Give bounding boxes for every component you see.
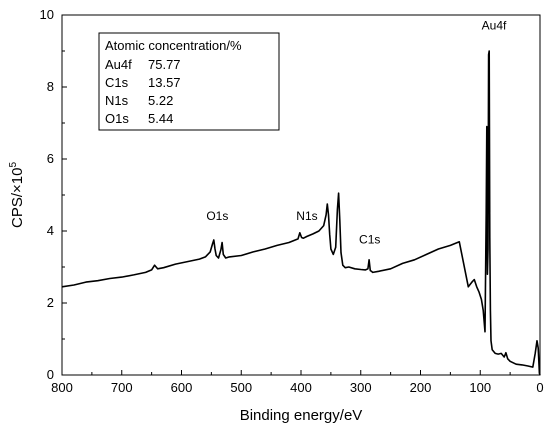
legend-row-value: 75.77 <box>148 57 181 72</box>
y-tick-label: 0 <box>47 367 54 382</box>
y-tick-label: 6 <box>47 151 54 166</box>
x-axis: 800 700 600 500 400 300 200 100 0 <box>51 370 544 395</box>
y-tick-label: 10 <box>40 7 54 22</box>
legend-row-label: N1s <box>105 93 129 108</box>
legend-row-value: 5.44 <box>148 111 173 126</box>
peak-label: N1s <box>296 209 317 223</box>
x-tick-label: 200 <box>410 380 432 395</box>
peak-label: Au4f <box>482 18 507 32</box>
y-tick-label: 8 <box>47 79 54 94</box>
spectrum-series <box>61 50 541 376</box>
legend-frame <box>98 32 280 131</box>
legend-row-label: Au4f <box>105 57 132 72</box>
x-tick-label: 500 <box>230 380 252 395</box>
peak-label: C1s <box>359 233 380 247</box>
svg-text:CPS/×105: CPS/×105 <box>8 162 26 228</box>
legend-row-value: 13.57 <box>148 75 181 90</box>
x-axis-title: Binding energy/eV <box>240 407 363 424</box>
x-tick-label: 0 <box>536 380 543 395</box>
y-tick-label: 4 <box>47 223 54 238</box>
y-axis-title: CPS/×105 <box>8 162 26 228</box>
legend-row-label: C1s <box>105 75 129 90</box>
peak-label: O1s <box>206 209 228 223</box>
legend-row-label: O1s <box>105 111 129 126</box>
x-tick-label: 400 <box>290 380 312 395</box>
x-tick-label: 700 <box>111 380 133 395</box>
y-axis-title-exponent: 5 <box>8 162 19 168</box>
legend-row-value: 5.22 <box>148 93 173 108</box>
x-tick-label: 300 <box>350 380 372 395</box>
peak-annotations: O1s N1s C1s Au4f <box>206 18 507 246</box>
legend-title: Atomic concentration/% <box>105 38 242 53</box>
x-tick-label: 800 <box>51 380 73 395</box>
x-tick-label: 600 <box>171 380 193 395</box>
y-tick-label: 2 <box>47 295 54 310</box>
y-axis-title-main: CPS/×10 <box>9 168 26 228</box>
y-axis: 0 2 4 6 8 10 <box>40 7 67 382</box>
legend-box: Atomic concentration/% Au4f 75.77 C1s 13… <box>98 32 280 131</box>
spectrum-line <box>61 50 541 376</box>
x-tick-label: 100 <box>469 380 491 395</box>
